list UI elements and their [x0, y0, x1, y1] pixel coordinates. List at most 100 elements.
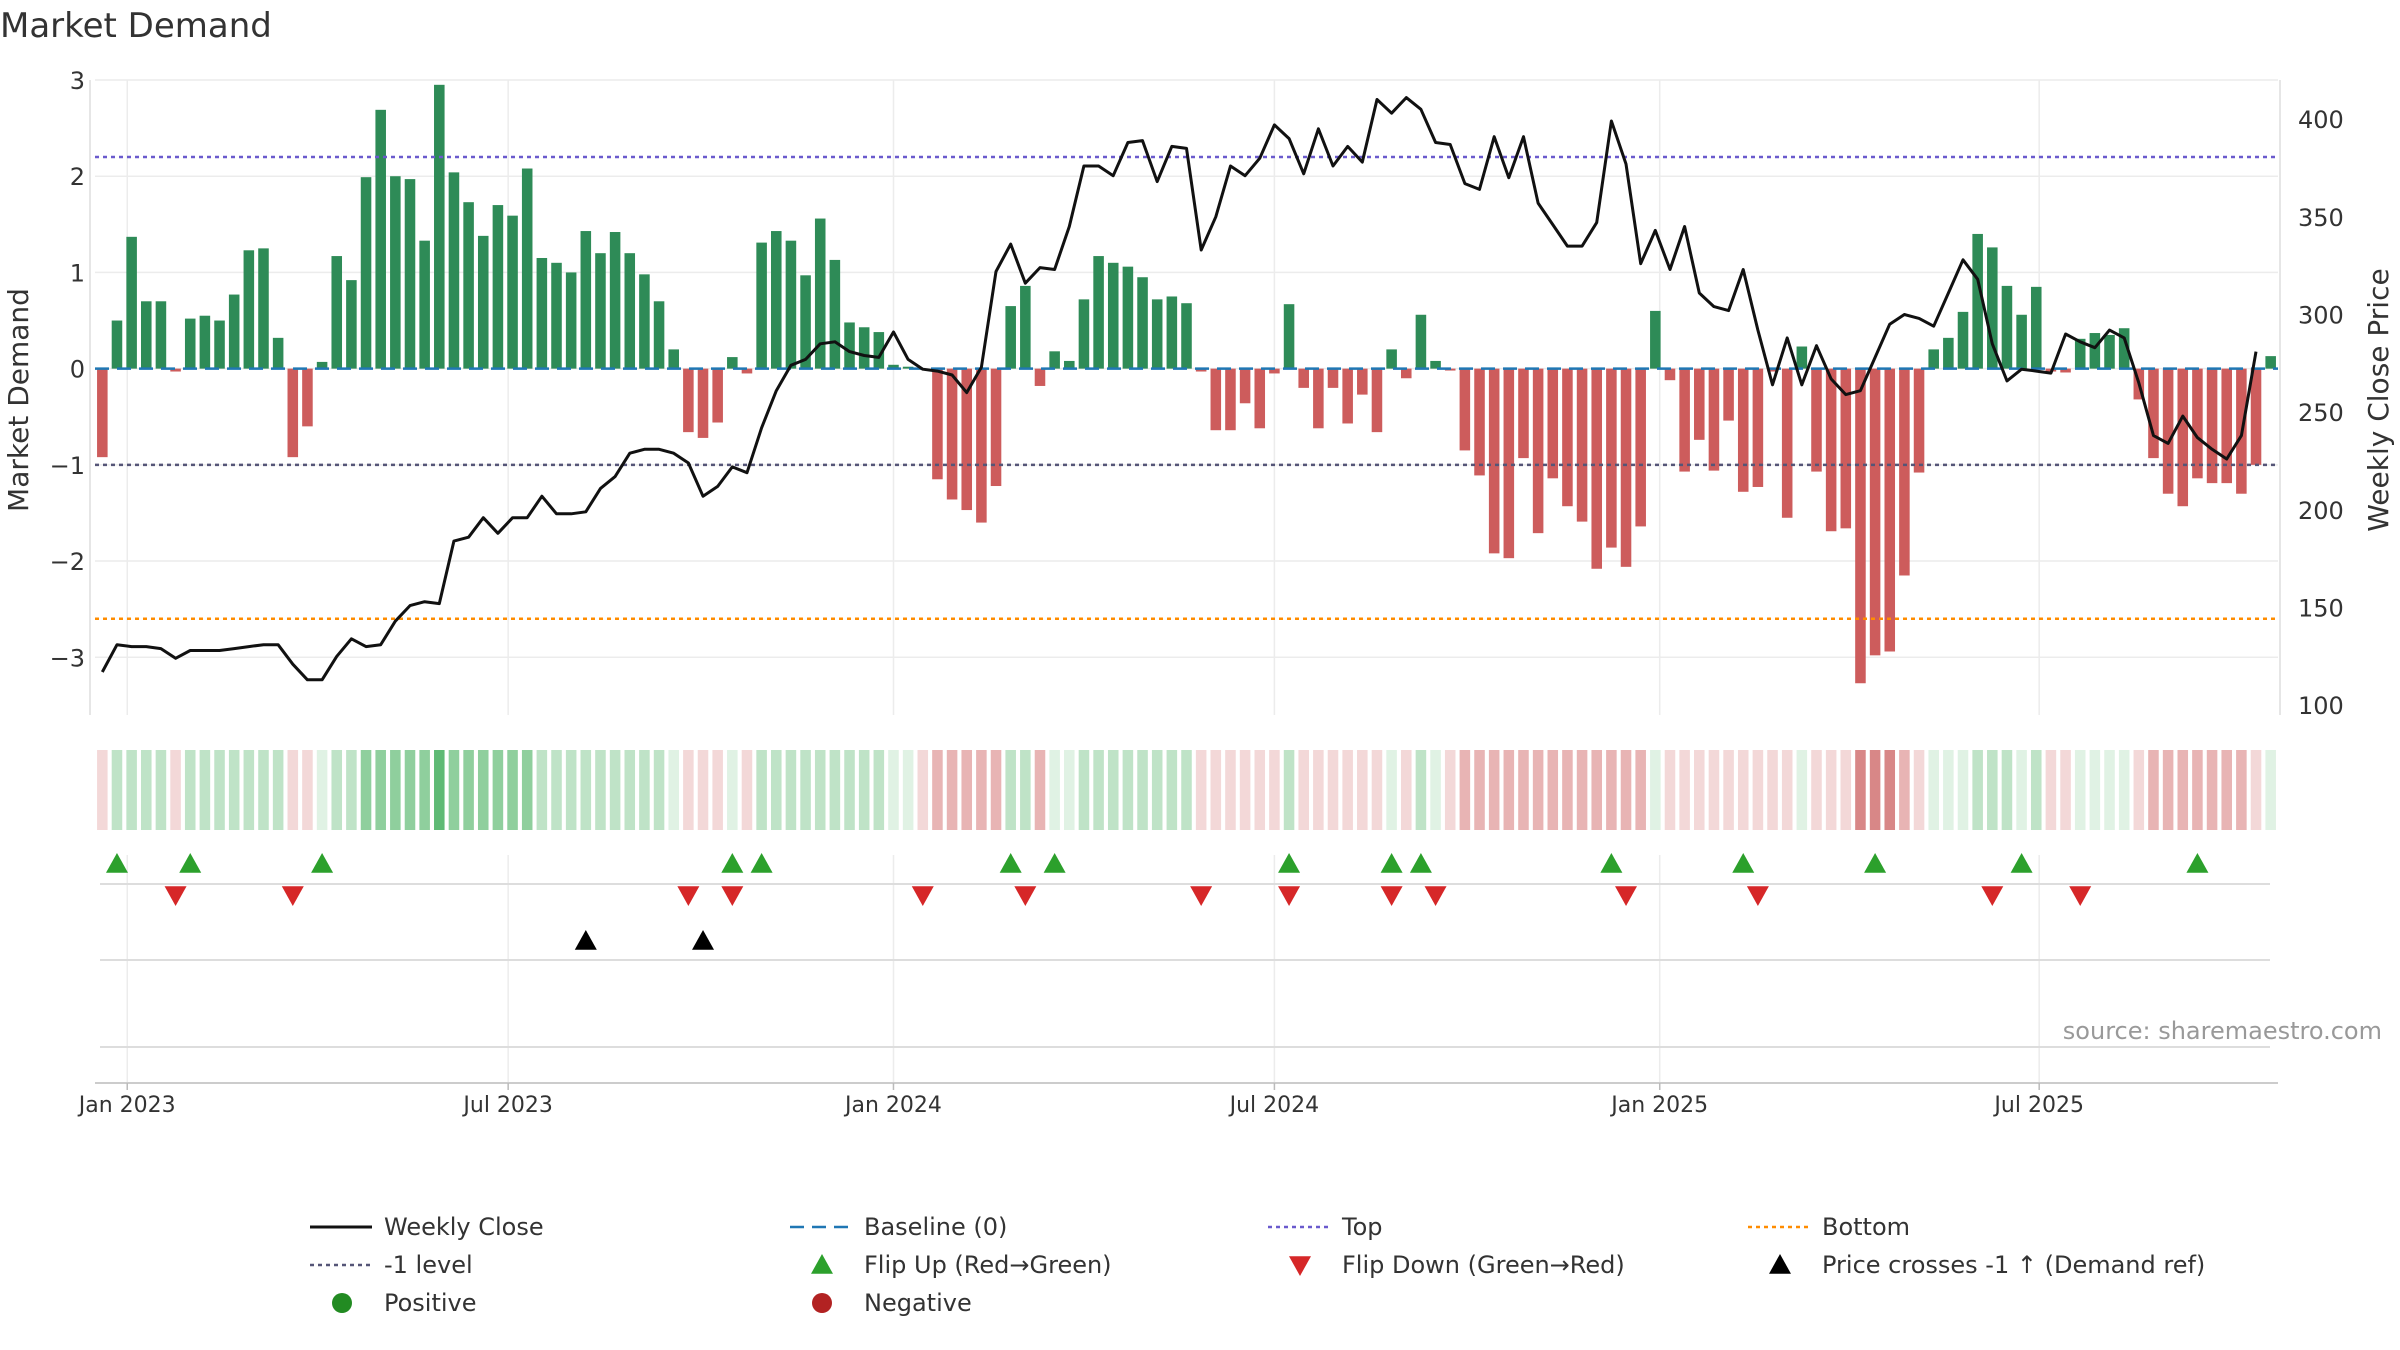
flip-down-marker	[721, 886, 744, 906]
flip-up-marker	[999, 853, 1022, 873]
demand-strip-cell	[1532, 750, 1544, 830]
demand-strip-cell	[1225, 750, 1236, 830]
demand-bar	[331, 256, 343, 369]
demand-strip-cell	[1913, 750, 1925, 830]
demand-strip-cell	[858, 750, 870, 830]
y-tick-label: −3	[50, 644, 85, 672]
demand-strip-cell	[1195, 750, 1207, 830]
demand-strip-cell	[184, 750, 196, 830]
legend-symbol-triangle-up	[811, 1254, 833, 1274]
demand-bar	[814, 218, 826, 369]
legend-label: Flip Up (Red→Green)	[864, 1251, 1112, 1279]
demand-bar	[228, 294, 240, 369]
demand-strip-cell	[492, 750, 504, 830]
demand-strip-cell	[800, 750, 811, 830]
demand-bar	[477, 235, 489, 369]
flip-up-marker	[1732, 853, 1755, 873]
legend-symbol-triangle-up	[1769, 1254, 1791, 1274]
legend-label: Baseline (0)	[864, 1213, 1007, 1241]
legend-item: Top	[1268, 1213, 1383, 1241]
demand-bar	[888, 364, 899, 369]
demand-bar	[1620, 368, 1632, 567]
demand-strip-cell	[990, 750, 1002, 830]
demand-strip-cell	[946, 750, 958, 830]
demand-strip-cell	[1371, 750, 1383, 830]
demand-bar	[1869, 368, 1881, 656]
demand-bar	[1547, 368, 1559, 479]
demand-strip-cell	[1078, 750, 1090, 830]
demand-strip-cell	[155, 750, 167, 830]
demand-bar	[2060, 368, 2071, 373]
demand-bar	[1943, 337, 1954, 369]
demand-bar	[258, 248, 269, 369]
demand-strip-cell	[287, 750, 299, 830]
demand-bar	[2074, 338, 2086, 369]
legend-item: Negative	[812, 1289, 972, 1317]
demand-bar	[463, 202, 474, 369]
demand-strip-cell	[243, 750, 255, 830]
demand-bar	[1283, 304, 1295, 369]
demand-strip-cell	[917, 750, 929, 830]
demand-strip-cell	[639, 750, 650, 830]
demand-strip-cell	[2148, 750, 2159, 830]
demand-bar	[609, 232, 621, 369]
demand-strip-cell	[727, 750, 738, 830]
demand-strip-cell	[580, 750, 592, 830]
demand-bar	[1166, 296, 1178, 369]
demand-strip-cell	[1430, 750, 1441, 830]
demand-strip-cell	[463, 750, 474, 830]
demand-strip-cell	[1005, 750, 1016, 830]
demand-bar	[521, 168, 533, 369]
demand-bar	[1957, 311, 1969, 369]
demand-strip-cell	[785, 750, 797, 830]
demand-bar	[770, 231, 782, 369]
demand-bar	[507, 215, 518, 369]
demand-bar	[1708, 368, 1720, 471]
demand-strip-cell	[1884, 750, 1896, 830]
demand-strip-cell	[1781, 750, 1793, 830]
demand-strip-cell	[2192, 750, 2203, 830]
demand-bar	[2221, 368, 2232, 484]
demand-bar	[1357, 368, 1368, 395]
demand-bar	[2265, 356, 2276, 369]
weekly-close-line	[100, 96, 2258, 682]
legend-label: Weekly Close	[384, 1213, 544, 1241]
demand-strip-cell	[1840, 750, 1852, 830]
demand-bar	[1488, 368, 1500, 554]
demand-strip-cell	[1488, 750, 1500, 830]
demand-strip-cell	[316, 750, 328, 830]
legend-item: Positive	[332, 1289, 477, 1317]
demand-bar	[551, 262, 562, 369]
demand-bar	[1078, 299, 1090, 369]
demand-strip-cell	[1679, 750, 1690, 830]
demand-strip-cell	[1547, 750, 1559, 830]
demand-strip-cell	[902, 750, 914, 830]
demand-strip-cell	[111, 750, 123, 830]
demand-bar	[1635, 368, 1646, 527]
legend-item: Baseline (0)	[790, 1213, 1007, 1241]
demand-bar	[1855, 368, 1866, 684]
flip-down-marker	[911, 886, 934, 906]
demand-bar	[1049, 351, 1060, 369]
price-cross-marker	[692, 930, 715, 950]
flip-down-marker	[1424, 886, 1447, 906]
demand-strip-cell	[1767, 750, 1778, 830]
legend-label: -1 level	[384, 1251, 473, 1279]
demand-strip-cell	[1708, 750, 1720, 830]
flip-up-marker	[1864, 853, 1887, 873]
demand-bar	[1371, 368, 1383, 433]
demand-strip-cell	[141, 750, 152, 830]
demand-strip-cell	[814, 750, 826, 830]
flip-down-marker	[164, 886, 187, 906]
flip-up-marker	[105, 853, 128, 873]
demand-strip-cell	[2133, 750, 2145, 830]
demand-bar	[2001, 285, 2013, 369]
demand-strip-cell	[1137, 750, 1148, 830]
demand-bar	[214, 320, 225, 369]
demand-bar	[946, 368, 958, 500]
y2-tick-label: 250	[2298, 399, 2344, 427]
demand-strip-cell	[2236, 750, 2247, 830]
demand-strip-cell	[1591, 750, 1603, 830]
demand-strip-cell	[888, 750, 899, 830]
demand-bar	[375, 109, 386, 369]
